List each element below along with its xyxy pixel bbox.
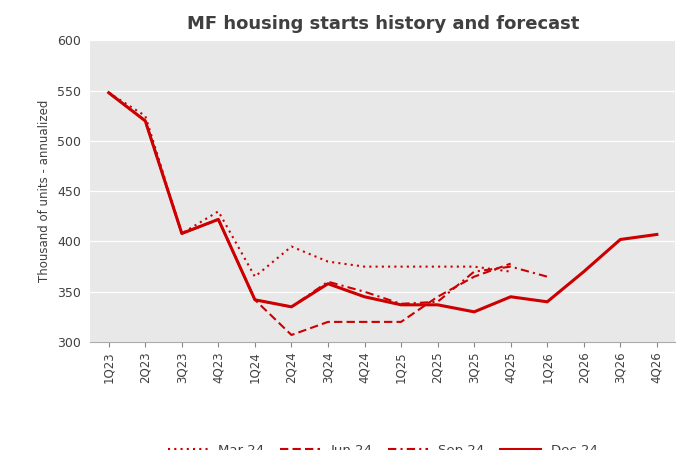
Legend: Mar 24, Jun 24, Sep 24, Dec 24: Mar 24, Jun 24, Sep 24, Dec 24: [163, 438, 603, 450]
Title: MF housing starts history and forecast: MF housing starts history and forecast: [187, 15, 579, 33]
Y-axis label: Thousand of units - annualized: Thousand of units - annualized: [38, 100, 52, 283]
